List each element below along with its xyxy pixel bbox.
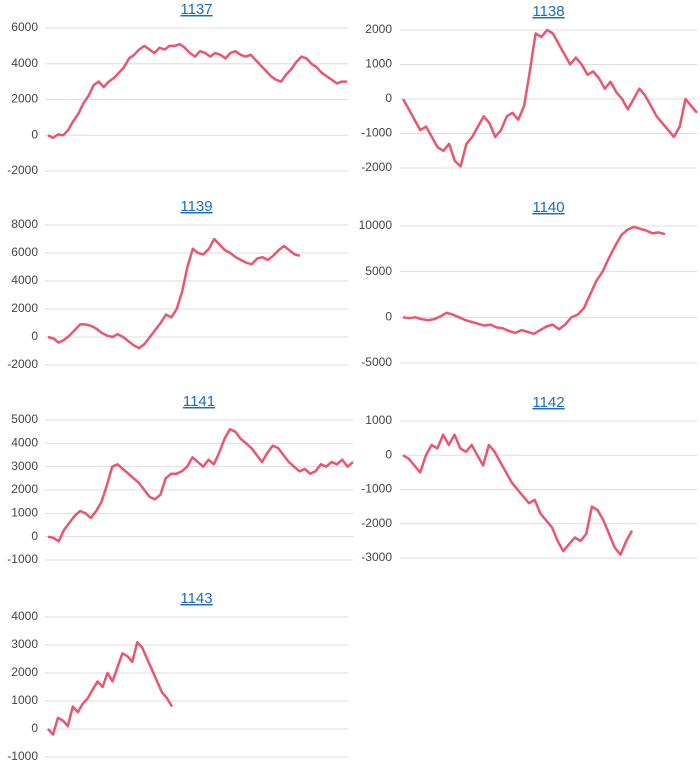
y-tick-label: 0 — [385, 447, 392, 461]
y-tick-label: 4000 — [11, 273, 38, 287]
y-tick-label: -2000 — [361, 160, 392, 174]
y-tick-label: 2000 — [11, 482, 38, 496]
series-line — [47, 42, 347, 140]
chart-title[interactable]: 1142 — [532, 394, 564, 411]
y-tick-label: -1000 — [7, 749, 38, 763]
series-line — [47, 428, 354, 543]
y-tick-label: -1000 — [7, 552, 38, 566]
y-tick-label: 4000 — [11, 56, 38, 70]
y-tick-label: 6000 — [11, 245, 38, 259]
series-line — [402, 225, 666, 336]
y-tick-label: 8000 — [11, 217, 38, 231]
y-tick-label: -2000 — [7, 163, 38, 177]
y-tick-label: -1000 — [361, 126, 392, 140]
chart-title[interactable]: 1139 — [180, 198, 212, 215]
chart-title[interactable]: 1141 — [183, 393, 215, 410]
series-line — [47, 237, 301, 350]
y-tick-label: 2000 — [365, 22, 392, 36]
y-tick-label: 0 — [31, 529, 38, 543]
chart-title[interactable]: 1137 — [180, 1, 212, 18]
y-tick-label: 4000 — [11, 609, 38, 623]
series-line — [47, 640, 174, 736]
y-tick-label: 2000 — [11, 665, 38, 679]
y-tick-label: 1000 — [365, 413, 392, 427]
y-tick-label: 1000 — [11, 506, 38, 520]
chart-title[interactable]: 1140 — [532, 199, 564, 216]
y-tick-label: 0 — [385, 310, 392, 324]
chart-title[interactable]: 1143 — [180, 590, 212, 607]
y-tick-label: 3000 — [11, 637, 38, 651]
y-tick-label: 6000 — [11, 20, 38, 34]
y-tick-label: -3000 — [361, 550, 392, 564]
y-tick-label: -5000 — [361, 355, 392, 369]
y-tick-label: 5000 — [365, 264, 392, 278]
y-tick-label: 0 — [31, 721, 38, 735]
y-tick-label: -2000 — [7, 357, 38, 371]
y-tick-label: 10000 — [359, 218, 393, 232]
y-tick-label: 3000 — [11, 459, 38, 473]
y-tick-label: 1000 — [365, 57, 392, 71]
y-tick-label: -2000 — [361, 516, 392, 530]
series-line — [401, 28, 698, 168]
y-tick-label: 0 — [31, 127, 38, 141]
y-tick-label: 4000 — [11, 436, 38, 450]
y-tick-label: 2000 — [11, 92, 38, 106]
chart-title[interactable]: 1138 — [532, 3, 564, 20]
series-line — [402, 433, 634, 556]
y-tick-label: -1000 — [361, 482, 392, 496]
y-tick-label: 2000 — [11, 301, 38, 315]
y-tick-label: 0 — [31, 329, 38, 343]
y-tick-label: 5000 — [11, 412, 38, 426]
y-tick-label: 0 — [385, 91, 392, 105]
y-tick-label: 1000 — [11, 693, 38, 707]
